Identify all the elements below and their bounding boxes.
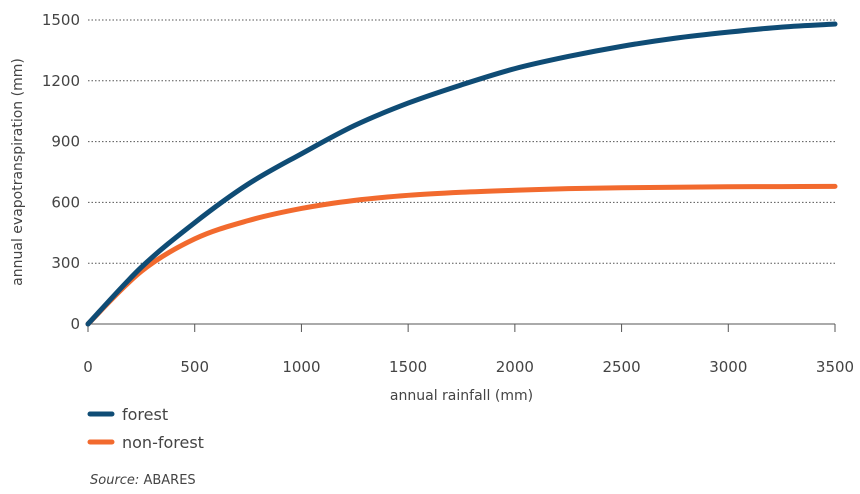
x-tick-label-500: 500 — [180, 358, 209, 376]
x-tick-label-3500: 3500 — [816, 358, 854, 376]
source-text: ABARES — [139, 473, 195, 488]
legend-label-forest: forest — [122, 405, 168, 424]
x-tick-label-1500: 1500 — [389, 358, 427, 376]
legend: forest non-forest — [87, 405, 204, 452]
source-label: Source: — [90, 473, 139, 488]
axes — [87, 323, 836, 332]
series-line-forest — [85, 21, 838, 327]
y-tick-label-300: 300 — [51, 254, 80, 272]
x-tick-label-0: 0 — [83, 358, 93, 376]
y-axis-label: annual evapotranspiration (mm) — [10, 58, 26, 286]
source-note: Source: ABARES — [90, 473, 196, 488]
x-axis-label: annual rainfall (mm) — [390, 388, 533, 404]
x-tick-label-1000: 1000 — [282, 358, 320, 376]
x-tick-label-3000: 3000 — [709, 358, 747, 376]
y-tick-label-1200: 1200 — [42, 72, 80, 90]
x-tick-label-2000: 2000 — [496, 358, 534, 376]
series-lines — [85, 21, 838, 327]
tick-labels: 0 500 1000 1500 2000 2500 3000 3500 0 300 600 900 12… — [42, 11, 854, 376]
x-tick-label-2500: 2500 — [602, 358, 640, 376]
y-tick-label-1500: 1500 — [42, 11, 80, 29]
y-tick-label-900: 900 — [51, 133, 80, 151]
legend-label-non-forest: non-forest — [122, 433, 204, 452]
grid-lines — [88, 19, 835, 264]
y-tick-label-0: 0 — [70, 315, 80, 333]
series-line-non-forest — [85, 183, 838, 327]
y-tick-label-600: 600 — [51, 193, 80, 211]
